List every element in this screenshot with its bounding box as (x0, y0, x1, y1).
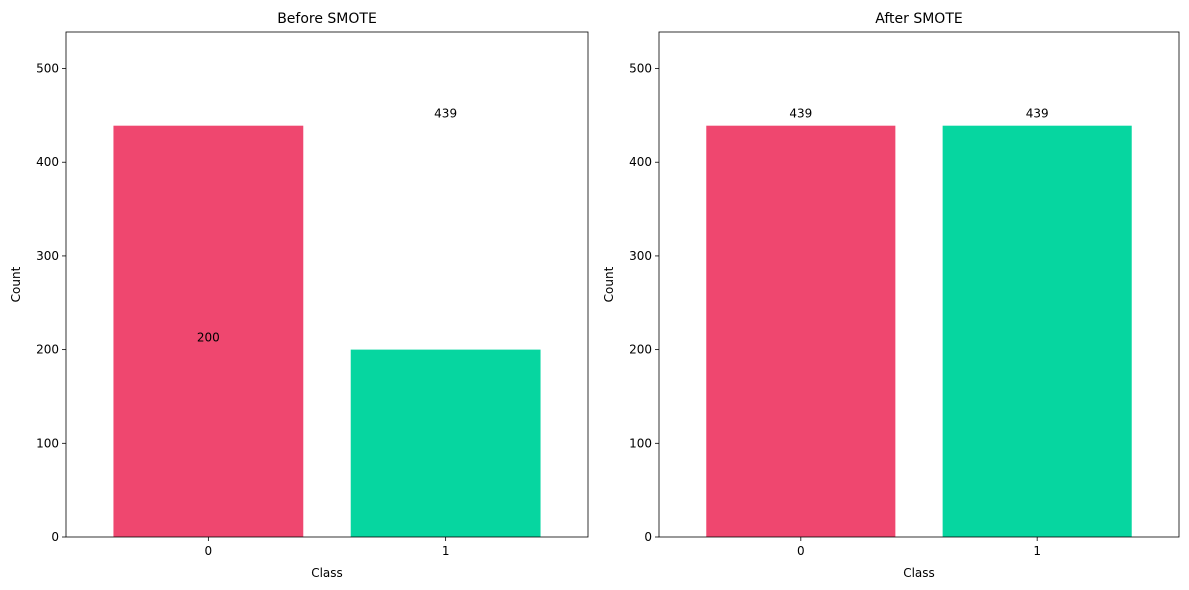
y-tick-label: 400 (36, 155, 59, 169)
y-tick-label: 400 (629, 155, 652, 169)
y-tick-label: 200 (629, 343, 652, 357)
y-tick-label: 500 (629, 62, 652, 76)
x-tick-label: 1 (1033, 544, 1041, 558)
plot-frame (658, 31, 1180, 538)
y-tick-label: 100 (36, 436, 59, 450)
y-tick-label: 0 (644, 530, 652, 544)
y-tick-label: 300 (629, 249, 652, 263)
plot-frame (65, 31, 589, 538)
data-label: 439 (1026, 107, 1049, 121)
chart-after-smote: 439 439 0 100 200 300 400 500 0 1 After SMOTE C… (602, 11, 1180, 580)
y-tick-label: 0 (51, 530, 59, 544)
data-label: 439 (434, 107, 457, 121)
bar-class-1 (942, 125, 1132, 538)
bar-class-0 (706, 125, 896, 538)
x-tick-label: 0 (797, 544, 805, 558)
x-axis-label: Class (311, 566, 343, 580)
chart-title: After SMOTE (875, 11, 962, 27)
y-tick-label: 300 (36, 249, 59, 263)
y-tick-label: 200 (36, 343, 59, 357)
y-axis-label: Count (9, 266, 23, 302)
y-tick-label: 100 (629, 436, 652, 450)
y-tick-label: 500 (36, 62, 59, 76)
x-axis-label: Class (903, 566, 935, 580)
x-tick-label: 1 (442, 544, 450, 558)
y-axis-label: Count (602, 266, 616, 302)
bar-class-1 (350, 349, 541, 537)
chart-title: Before SMOTE (277, 11, 377, 27)
x-tick-label: 0 (205, 544, 213, 558)
bar-class-0 (113, 125, 304, 538)
data-label: 200 (197, 331, 220, 345)
data-label: 439 (789, 107, 812, 121)
